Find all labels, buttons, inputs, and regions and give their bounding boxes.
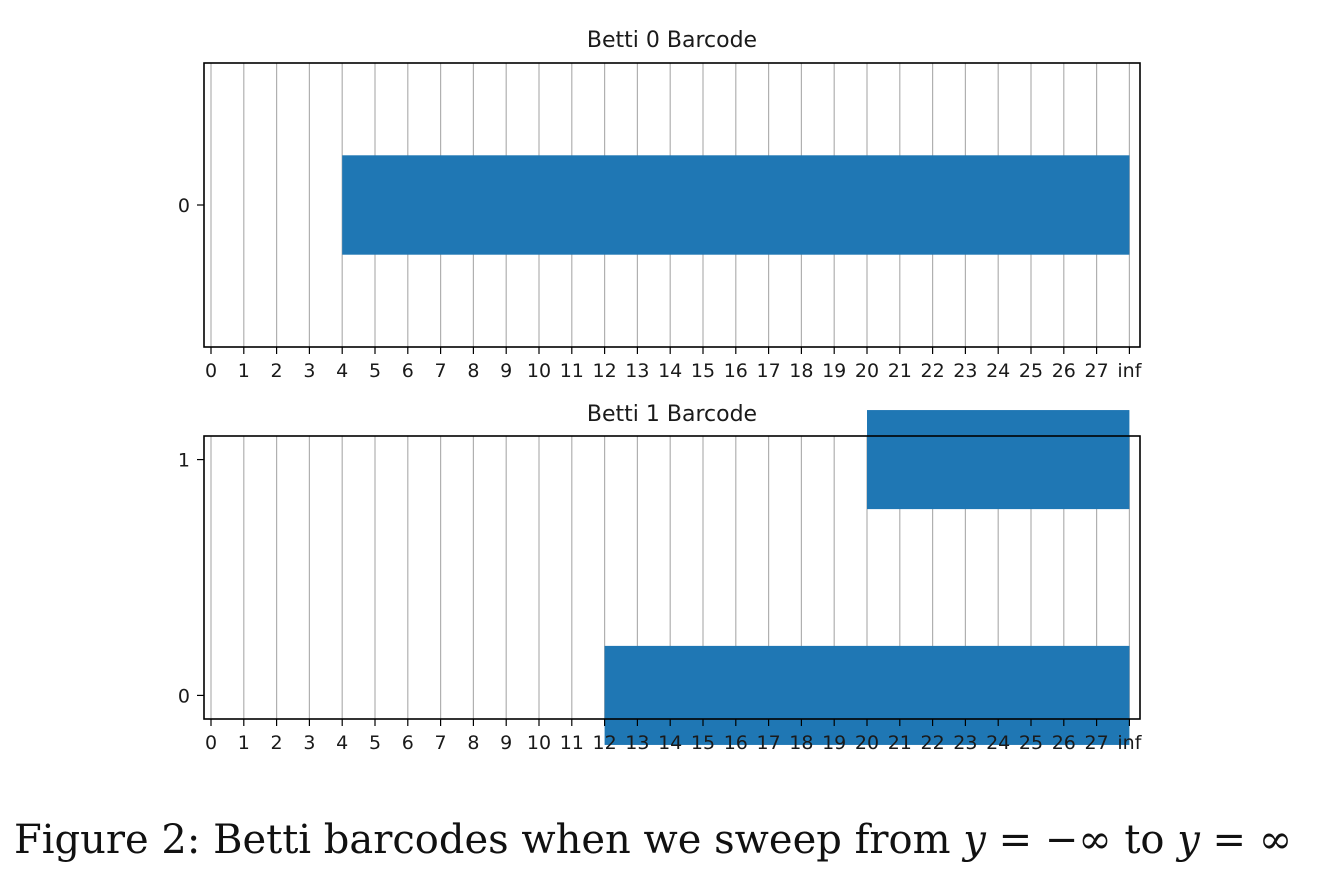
x-tick-label: 15 bbox=[691, 732, 715, 754]
x-tick-label: 12 bbox=[593, 360, 617, 382]
x-tick-label: 25 bbox=[1019, 360, 1043, 382]
x-tick-label: 4 bbox=[336, 360, 348, 382]
x-tick-label: 24 bbox=[986, 360, 1010, 382]
x-tick-label: 20 bbox=[855, 360, 879, 382]
x-tick-label: inf bbox=[1117, 360, 1142, 382]
caption-math-end: y = ∞ bbox=[1177, 817, 1293, 863]
x-tick-label: 3 bbox=[303, 360, 315, 382]
x-tick-label: 25 bbox=[1019, 732, 1043, 754]
x-tick-label: 13 bbox=[625, 732, 649, 754]
axes-frame bbox=[203, 435, 1141, 720]
x-tick-label: 1 bbox=[238, 732, 250, 754]
y-tick-label: 0 bbox=[178, 195, 190, 217]
x-tick-label: 22 bbox=[921, 732, 945, 754]
x-tick-label: 0 bbox=[205, 732, 217, 754]
x-tick-label: 1 bbox=[238, 360, 250, 382]
chart-title: Betti 1 Barcode bbox=[587, 402, 757, 427]
x-tick-label: 20 bbox=[855, 732, 879, 754]
x-tick-label: 0 bbox=[205, 360, 217, 382]
x-tick-label: 21 bbox=[888, 360, 912, 382]
x-tick-label: 7 bbox=[435, 732, 447, 754]
caption-label: Figure 2: bbox=[14, 817, 201, 863]
y-tick-label: 0 bbox=[178, 685, 190, 707]
x-tick-label: 5 bbox=[369, 360, 381, 382]
x-tick-label: 16 bbox=[724, 360, 748, 382]
x-tick-label: inf bbox=[1117, 732, 1142, 754]
figure-caption: Figure 2: Betti barcodes when we sweep f… bbox=[14, 820, 1314, 860]
x-tick-label: 16 bbox=[724, 732, 748, 754]
x-tick-label: 23 bbox=[953, 360, 977, 382]
x-tick-label: 12 bbox=[593, 732, 617, 754]
x-tick-label: 11 bbox=[560, 732, 584, 754]
x-tick-label: 8 bbox=[467, 732, 479, 754]
x-tick-label: 10 bbox=[527, 732, 551, 754]
x-tick-label: 11 bbox=[560, 360, 584, 382]
x-tick-label: 26 bbox=[1052, 732, 1076, 754]
x-tick-label: 13 bbox=[625, 360, 649, 382]
x-tick-label: 2 bbox=[271, 732, 283, 754]
x-tick-label: 6 bbox=[402, 732, 414, 754]
x-tick-label: 5 bbox=[369, 732, 381, 754]
x-tick-label: 24 bbox=[986, 732, 1010, 754]
x-tick-label: 23 bbox=[953, 732, 977, 754]
chart-title: Betti 0 Barcode bbox=[587, 28, 757, 53]
x-tick-label: 14 bbox=[658, 360, 682, 382]
x-tick-label: 8 bbox=[467, 360, 479, 382]
x-tick-label: 19 bbox=[822, 360, 846, 382]
x-tick-label: 9 bbox=[500, 360, 512, 382]
x-tick-label: 17 bbox=[757, 360, 781, 382]
x-tick-label: 17 bbox=[757, 732, 781, 754]
x-tick-label: 27 bbox=[1085, 360, 1109, 382]
x-tick-label: 10 bbox=[527, 360, 551, 382]
x-tick-label: 6 bbox=[402, 360, 414, 382]
barcode-bar bbox=[604, 645, 1130, 745]
x-tick-label: 27 bbox=[1085, 732, 1109, 754]
x-tick-label: 22 bbox=[921, 360, 945, 382]
x-tick-label: 4 bbox=[336, 732, 348, 754]
x-tick-label: 18 bbox=[789, 732, 813, 754]
x-tick-label: 7 bbox=[435, 360, 447, 382]
x-tick-label: 3 bbox=[303, 732, 315, 754]
barcode-bar bbox=[342, 155, 1130, 255]
x-tick-label: 2 bbox=[271, 360, 283, 382]
x-tick-label: 9 bbox=[500, 732, 512, 754]
caption-text: Betti barcodes when we sweep from bbox=[213, 817, 951, 863]
x-tick-label: 26 bbox=[1052, 360, 1076, 382]
caption-connector: to bbox=[1124, 817, 1165, 863]
y-tick-label: 1 bbox=[178, 450, 190, 472]
x-tick-label: 21 bbox=[888, 732, 912, 754]
caption-math-start: y = −∞ bbox=[963, 817, 1112, 863]
x-tick-label: 18 bbox=[789, 360, 813, 382]
x-tick-label: 14 bbox=[658, 732, 682, 754]
barcode-bar bbox=[867, 410, 1130, 510]
x-tick-label: 15 bbox=[691, 360, 715, 382]
x-tick-label: 19 bbox=[822, 732, 846, 754]
